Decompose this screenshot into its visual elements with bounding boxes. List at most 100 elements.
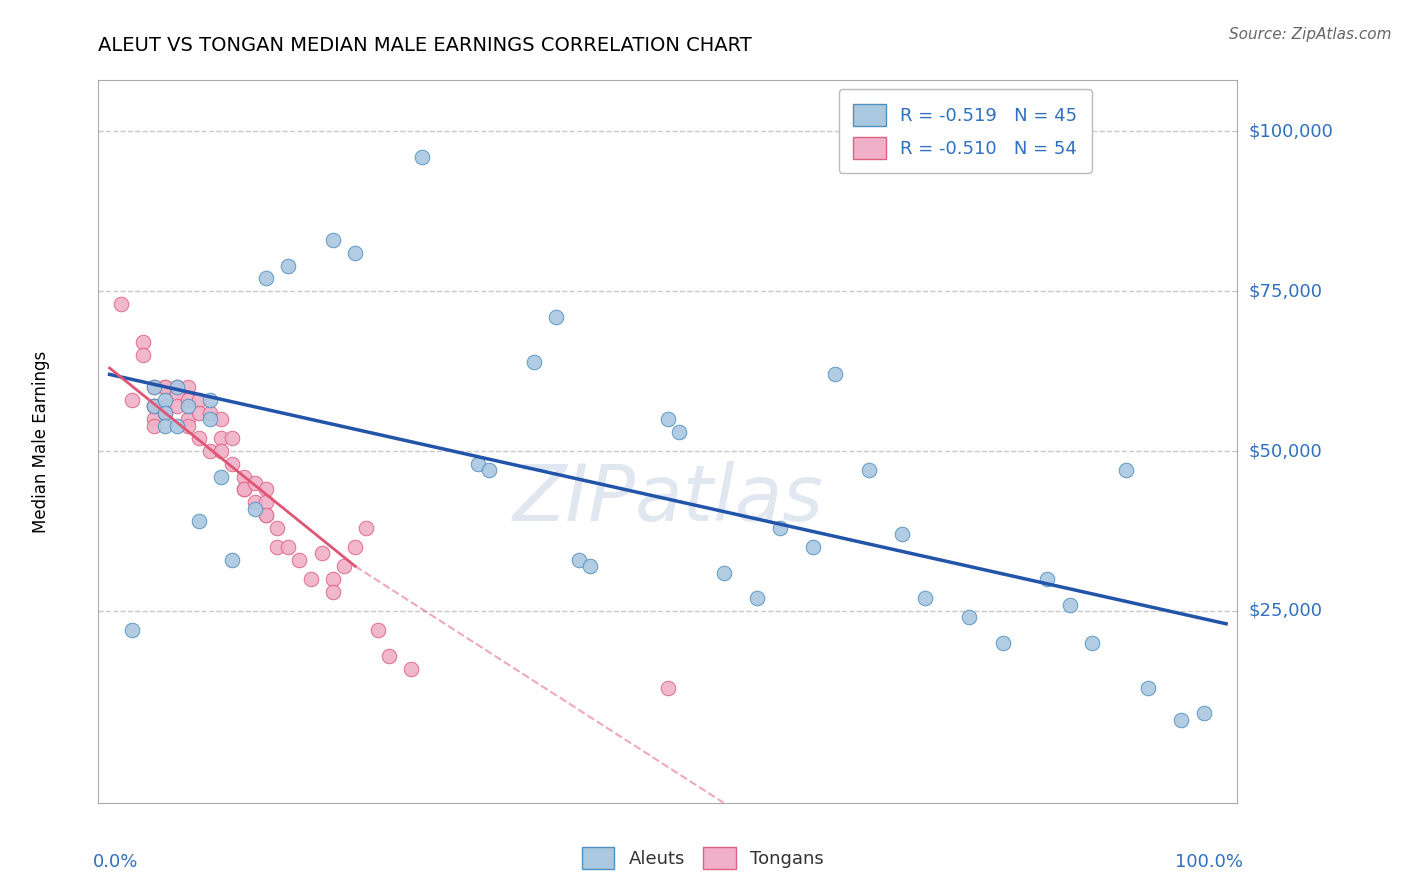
Point bbox=[254, 271, 277, 285]
Point bbox=[177, 412, 200, 426]
Point bbox=[187, 431, 209, 445]
Point bbox=[254, 495, 277, 509]
Point bbox=[523, 354, 546, 368]
Point bbox=[1059, 598, 1081, 612]
Point bbox=[1081, 636, 1104, 650]
Point bbox=[155, 380, 177, 394]
Point bbox=[377, 648, 399, 663]
Point bbox=[121, 392, 143, 407]
Point bbox=[299, 572, 322, 586]
Point bbox=[198, 406, 221, 420]
Point bbox=[1036, 572, 1059, 586]
Point bbox=[266, 521, 288, 535]
Point bbox=[177, 418, 200, 433]
Text: 100.0%: 100.0% bbox=[1175, 854, 1243, 871]
Point bbox=[221, 457, 243, 471]
Point bbox=[266, 540, 288, 554]
Point bbox=[243, 495, 266, 509]
Point bbox=[657, 681, 679, 695]
Text: ALEUT VS TONGAN MEDIAN MALE EARNINGS CORRELATION CHART: ALEUT VS TONGAN MEDIAN MALE EARNINGS COR… bbox=[98, 36, 752, 54]
Point bbox=[166, 386, 188, 401]
Text: $25,000: $25,000 bbox=[1249, 602, 1323, 620]
Point bbox=[288, 553, 311, 567]
Point bbox=[132, 335, 155, 350]
Point bbox=[567, 553, 589, 567]
Point bbox=[277, 540, 299, 554]
Point bbox=[155, 392, 177, 407]
Point bbox=[143, 400, 166, 414]
Point bbox=[399, 661, 422, 675]
Point bbox=[143, 412, 166, 426]
Point bbox=[957, 610, 980, 624]
Point bbox=[467, 457, 489, 471]
Point bbox=[254, 483, 277, 497]
Point bbox=[198, 444, 221, 458]
Point bbox=[187, 406, 209, 420]
Point bbox=[411, 150, 433, 164]
Point bbox=[1192, 706, 1215, 721]
Point bbox=[322, 572, 344, 586]
Point bbox=[578, 559, 600, 574]
Text: Source: ZipAtlas.com: Source: ZipAtlas.com bbox=[1229, 27, 1392, 42]
Point bbox=[209, 431, 232, 445]
Point bbox=[801, 540, 824, 554]
Point bbox=[155, 400, 177, 414]
Point bbox=[155, 406, 177, 420]
Point bbox=[254, 508, 277, 522]
Point bbox=[747, 591, 769, 606]
Point bbox=[232, 483, 254, 497]
Point bbox=[221, 431, 243, 445]
Point bbox=[187, 392, 209, 407]
Point bbox=[198, 412, 221, 426]
Point bbox=[166, 380, 188, 394]
Point bbox=[243, 476, 266, 491]
Point bbox=[322, 233, 344, 247]
Point bbox=[187, 515, 209, 529]
Point bbox=[121, 623, 143, 637]
Point bbox=[657, 412, 679, 426]
Point bbox=[166, 418, 188, 433]
Point bbox=[209, 444, 232, 458]
Point bbox=[143, 418, 166, 433]
Point bbox=[768, 521, 790, 535]
Point bbox=[110, 297, 132, 311]
Point bbox=[824, 368, 846, 382]
Legend: R = -0.519   N = 45, R = -0.510   N = 54: R = -0.519 N = 45, R = -0.510 N = 54 bbox=[838, 89, 1091, 173]
Point bbox=[914, 591, 936, 606]
Point bbox=[333, 559, 356, 574]
Text: $75,000: $75,000 bbox=[1249, 282, 1323, 301]
Point bbox=[344, 246, 367, 260]
Point bbox=[356, 521, 378, 535]
Point bbox=[209, 412, 232, 426]
Text: ZIPatlas: ZIPatlas bbox=[512, 461, 824, 537]
Point bbox=[209, 469, 232, 483]
Text: $100,000: $100,000 bbox=[1249, 122, 1333, 140]
Point bbox=[177, 392, 200, 407]
Point bbox=[221, 553, 243, 567]
Point bbox=[546, 310, 568, 324]
Point bbox=[143, 400, 166, 414]
Point bbox=[243, 501, 266, 516]
Point bbox=[478, 463, 501, 477]
Point bbox=[166, 380, 188, 394]
Text: 0.0%: 0.0% bbox=[93, 854, 138, 871]
Point bbox=[713, 566, 735, 580]
Point bbox=[132, 348, 155, 362]
Point bbox=[668, 425, 690, 439]
Text: Median Male Earnings: Median Male Earnings bbox=[32, 351, 51, 533]
Legend: Aleuts, Tongans: Aleuts, Tongans bbox=[572, 838, 834, 879]
Point bbox=[143, 400, 166, 414]
Point bbox=[155, 406, 177, 420]
Point bbox=[177, 400, 200, 414]
Point bbox=[166, 400, 188, 414]
Point bbox=[143, 380, 166, 394]
Point bbox=[177, 380, 200, 394]
Point bbox=[232, 469, 254, 483]
Point bbox=[891, 527, 914, 541]
Point bbox=[277, 259, 299, 273]
Point bbox=[1115, 463, 1137, 477]
Point bbox=[311, 546, 333, 560]
Point bbox=[155, 418, 177, 433]
Point bbox=[1136, 681, 1159, 695]
Point bbox=[858, 463, 880, 477]
